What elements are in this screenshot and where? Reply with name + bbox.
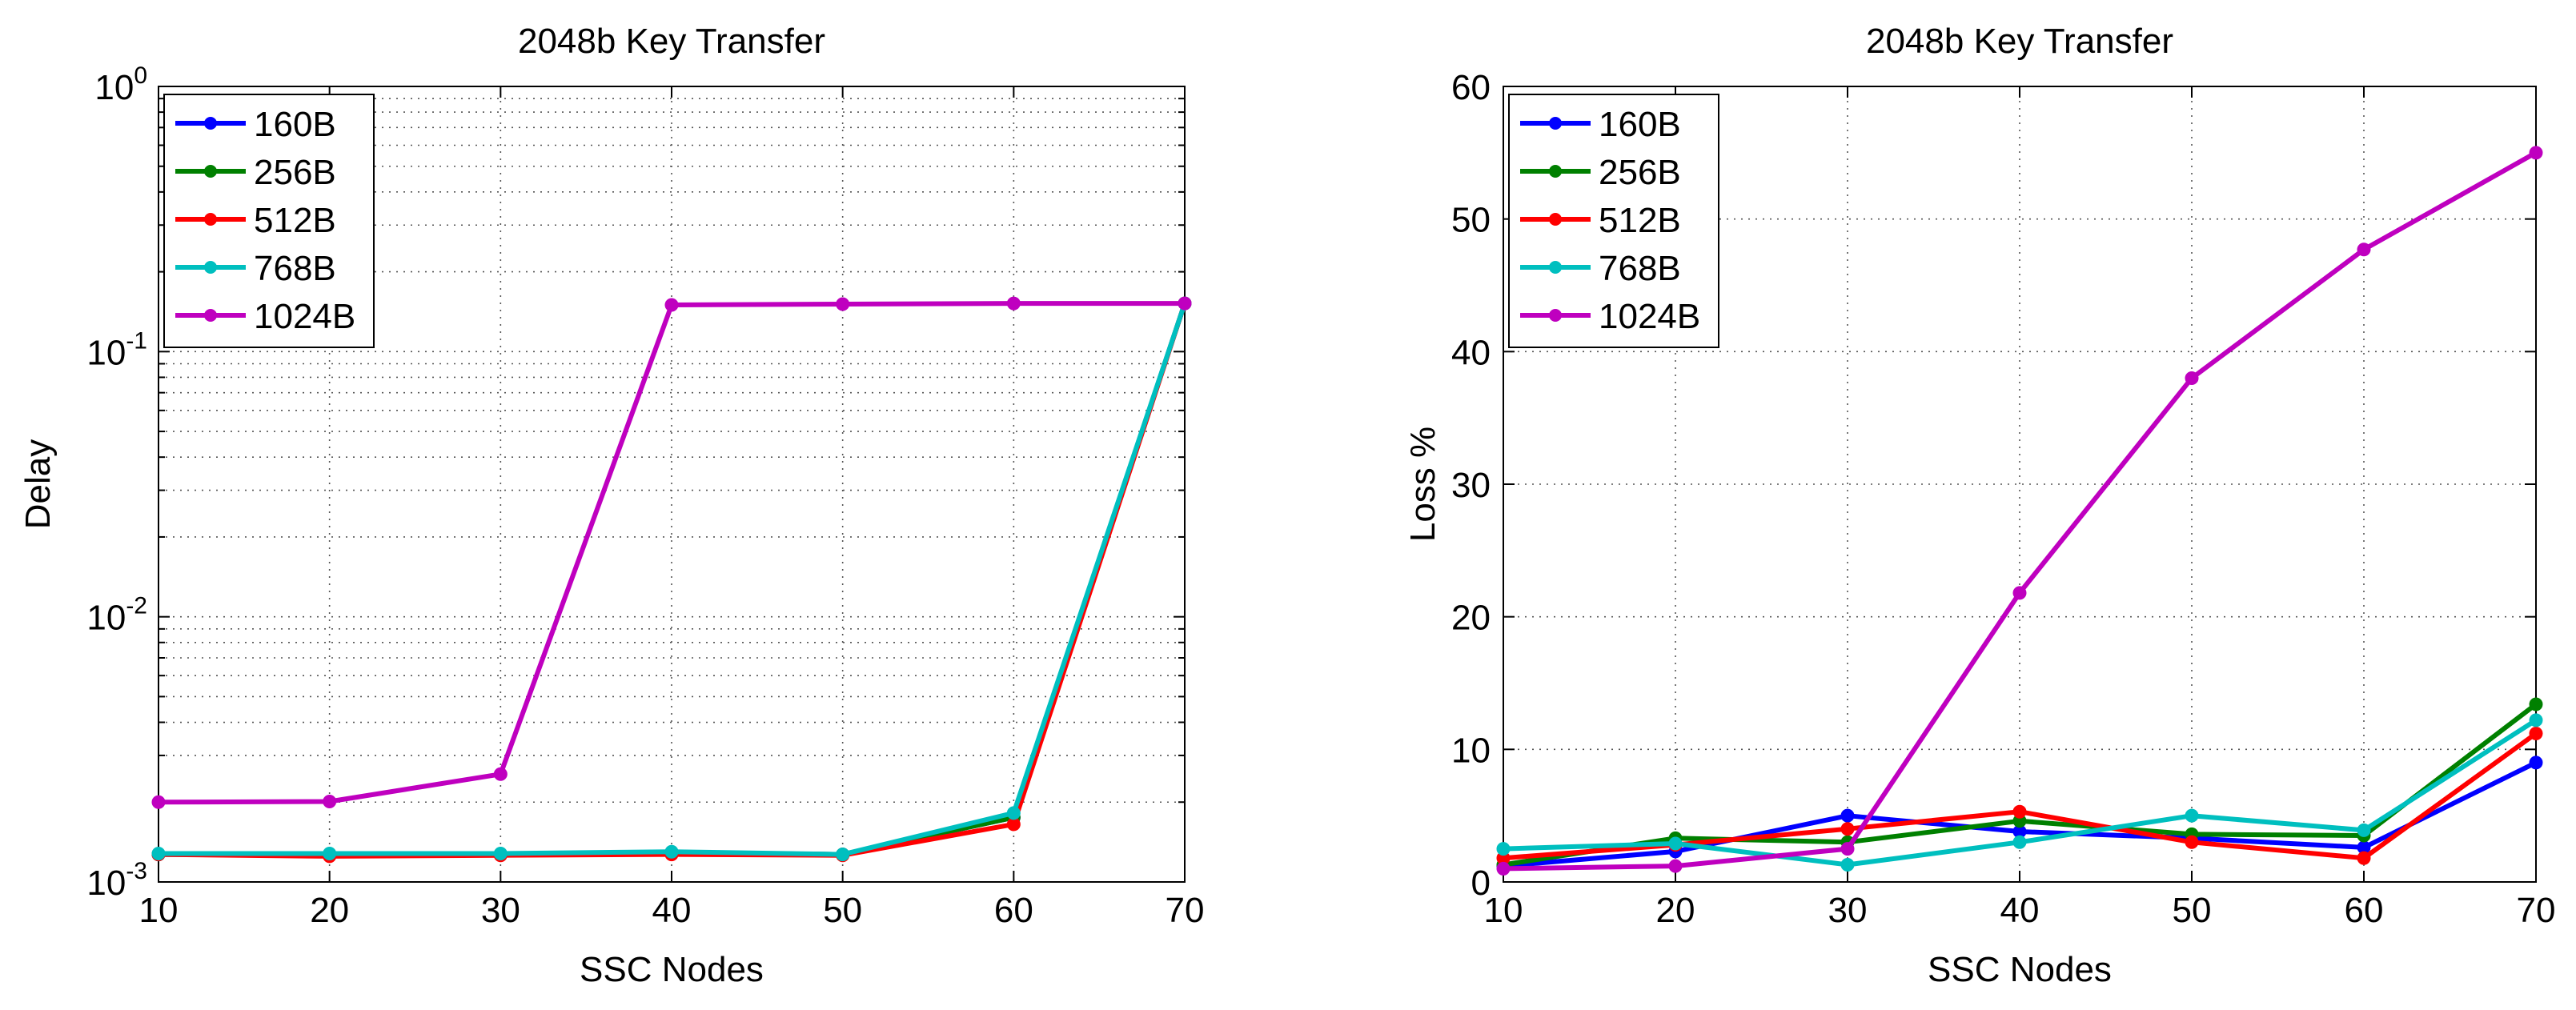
y-tick-label: 10 [1451,731,1491,770]
legend-swatch-marker [1549,117,1562,130]
data-point-512B [2529,726,2543,740]
data-point-768B [1840,857,1855,872]
y-tick-label: 10-3 [86,858,147,903]
data-point-1024B [1840,842,1855,856]
data-point-768B [151,846,166,860]
x-tick-label: 40 [652,891,692,930]
data-point-1024B [1496,861,1511,876]
data-point-256B [2529,697,2543,711]
legend-swatch-marker [1549,165,1562,178]
data-point-768B [2012,835,2027,849]
data-point-768B [323,846,337,860]
y-tick-label: 40 [1451,333,1491,372]
y-axis-label: Loss % [1403,427,1442,542]
legend-label-160B: 160B [254,105,336,144]
legend-swatch-marker [1549,309,1562,322]
data-point-1024B [1178,296,1192,311]
x-tick-label: 30 [481,891,520,930]
legend-swatch-marker [204,165,217,178]
legend: 160B 256B 512B 768B 1024B [1508,94,1719,348]
data-point-768B [2529,713,2543,727]
y-tick-label: 30 [1451,466,1491,505]
data-point-1024B [493,767,508,781]
legend-label-768B: 768B [1599,249,1681,288]
legend-swatch-marker [204,117,217,130]
data-point-1024B [664,298,679,312]
data-point-1024B [836,297,850,311]
legend-label-512B: 512B [1599,201,1681,240]
data-point-512B [2185,835,2199,849]
legend: 160B 256B 512B 768B 1024B [163,94,375,348]
x-tick-label: 50 [823,891,862,930]
legend-swatch-marker [204,261,217,274]
legend-label-1024B: 1024B [254,297,355,336]
chart-title: 2048b Key Transfer [1866,22,2173,61]
y-tick-label: 0 [1471,864,1491,903]
data-point-768B [2185,808,2199,823]
legend-swatch-marker [1549,213,1562,226]
data-point-1024B [2185,371,2199,385]
data-point-1024B [1006,296,1021,311]
data-point-768B [493,846,508,860]
data-point-768B [1496,842,1511,856]
data-point-512B [1840,822,1855,836]
x-tick-label: 20 [1656,891,1695,930]
y-tick-label: 50 [1451,201,1491,240]
legend-label-1024B: 1024B [1599,297,1700,336]
x-tick-label: 10 [139,891,179,930]
x-axis-label: SSC Nodes [580,950,764,989]
legend-swatch-marker [204,309,217,322]
data-point-1024B [2529,146,2543,160]
data-point-768B [1668,836,1683,851]
x-tick-label: 60 [994,891,1033,930]
x-tick-label: 40 [2000,891,2040,930]
chart-title: 2048b Key Transfer [518,22,825,61]
data-point-768B [2357,823,2371,837]
x-tick-label: 60 [2345,891,2384,930]
x-tick-label: 70 [2517,891,2556,930]
data-point-1024B [323,795,337,809]
y-tick-label: 20 [1451,599,1491,638]
data-point-160B [2529,755,2543,770]
x-tick-label: 20 [310,891,349,930]
y-tick-label: 100 [94,62,147,107]
legend-label-768B: 768B [254,249,336,288]
x-tick-label: 50 [2173,891,2212,930]
y-tick-label: 10-1 [86,327,147,372]
y-tick-label: 10-2 [86,593,147,638]
legend-label-256B: 256B [254,153,336,192]
legend-label-512B: 512B [254,201,336,240]
data-point-768B [664,844,679,859]
data-point-1024B [1668,859,1683,873]
y-tick-label: 60 [1451,68,1491,107]
x-axis-label: SSC Nodes [1928,950,2112,989]
data-point-160B [1840,808,1855,823]
legend-swatch-marker [1549,261,1562,274]
data-point-768B [836,848,850,862]
y-axis-label: Delay [18,439,58,530]
x-tick-label: 10 [1484,891,1523,930]
x-tick-label: 70 [1166,891,1205,930]
legend-label-160B: 160B [1599,105,1681,144]
data-point-1024B [2012,586,2027,600]
delay-chart-panel: 10 20 30 40 50 60 70 10-3 10-2 10-1 100 2048b Key T… [18,22,1204,989]
legend-swatch-marker [204,213,217,226]
data-point-512B [2012,804,2027,819]
x-tick-label: 30 [1828,891,1868,930]
data-point-768B [1006,806,1021,820]
data-point-1024B [2357,242,2371,257]
data-point-1024B [151,795,166,809]
data-point-512B [1006,817,1021,832]
data-point-512B [2357,851,2371,865]
legend-label-256B: 256B [1599,153,1681,192]
